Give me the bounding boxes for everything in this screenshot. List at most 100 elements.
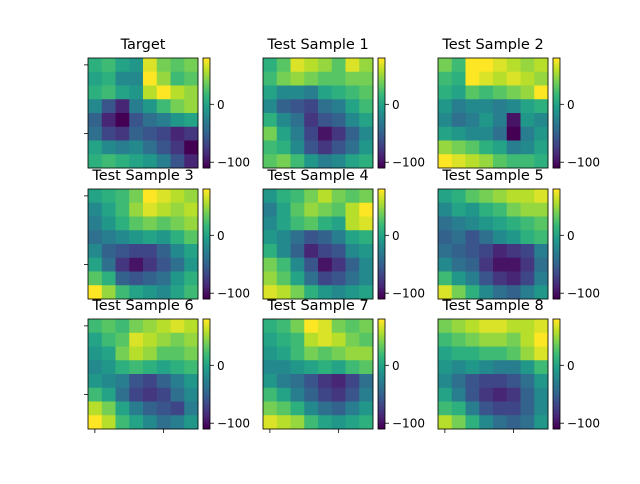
colorbar-segment bbox=[553, 246, 560, 250]
heatmap-cell bbox=[115, 415, 130, 430]
heatmap-cell bbox=[465, 387, 480, 402]
heatmap-cell bbox=[143, 58, 158, 73]
heatmap-cell bbox=[88, 401, 103, 416]
colorbar-segment bbox=[553, 379, 560, 383]
colorbar-segment bbox=[378, 327, 385, 331]
heatmap-cell bbox=[290, 271, 305, 286]
heatmap-cell bbox=[331, 71, 346, 86]
heatmap-cell bbox=[184, 126, 199, 141]
heatmap-cell bbox=[534, 85, 549, 100]
heatmap-cell bbox=[101, 126, 116, 141]
heatmap-cell bbox=[465, 401, 480, 416]
heatmap-cell bbox=[263, 319, 278, 334]
colorbar-segment bbox=[203, 132, 210, 136]
heatmap-cell bbox=[304, 126, 319, 141]
heatmap-cell bbox=[506, 401, 521, 416]
colorbar-segment bbox=[378, 230, 385, 234]
heatmap-cell bbox=[506, 271, 521, 286]
colorbar-segment bbox=[553, 137, 560, 141]
colorbar-segment bbox=[378, 121, 385, 125]
colorbar-segment bbox=[378, 241, 385, 245]
heatmap-cell bbox=[506, 415, 521, 430]
heatmap-cell bbox=[115, 216, 130, 231]
colorbar-tick-label: 0 bbox=[217, 229, 225, 243]
colorbar-segment bbox=[203, 230, 210, 234]
colorbar-segment bbox=[378, 60, 385, 64]
heatmap-cell bbox=[276, 319, 291, 334]
heatmap-cell bbox=[88, 244, 103, 259]
colorbar-segment bbox=[378, 146, 385, 150]
heatmap-cell bbox=[304, 216, 319, 231]
colorbar-segment bbox=[203, 107, 210, 111]
heatmap-cell bbox=[331, 346, 346, 361]
heatmap-cell bbox=[331, 332, 346, 347]
heatmap-cell bbox=[101, 216, 116, 231]
colorbar-segment bbox=[553, 102, 560, 106]
heatmap-cell bbox=[438, 360, 453, 375]
colorbar-segment bbox=[203, 91, 210, 95]
heatmap-cell bbox=[290, 257, 305, 272]
heatmap-cell bbox=[263, 154, 278, 169]
heatmap-cell bbox=[88, 332, 103, 347]
heatmap-cell bbox=[184, 285, 199, 300]
heatmap-cell bbox=[276, 154, 291, 169]
heatmap-cell bbox=[88, 58, 103, 73]
colorbar-segment bbox=[553, 162, 560, 166]
heatmap-cell bbox=[143, 285, 158, 300]
colorbar-segment bbox=[553, 274, 560, 278]
colorbar-segment bbox=[553, 219, 560, 223]
heatmap-cell bbox=[318, 271, 333, 286]
colorbar-segment bbox=[553, 200, 560, 204]
colorbar-segment bbox=[203, 255, 210, 259]
heatmap-cell bbox=[534, 154, 549, 169]
colorbar-segment bbox=[378, 205, 385, 209]
colorbar-segment bbox=[378, 85, 385, 89]
colorbar-segment bbox=[378, 296, 385, 300]
heatmap-cell bbox=[506, 154, 521, 169]
heatmap-cell bbox=[438, 415, 453, 430]
colorbar-segment bbox=[203, 412, 210, 416]
colorbar-tick-label: −100 bbox=[567, 156, 600, 170]
heatmap-cell bbox=[156, 58, 171, 73]
heatmap-cell bbox=[438, 99, 453, 114]
colorbar-segment bbox=[203, 71, 210, 75]
heatmap-cell bbox=[493, 319, 508, 334]
colorbar-segment bbox=[378, 346, 385, 350]
colorbar-segment bbox=[553, 371, 560, 375]
heatmap-cell bbox=[115, 387, 130, 402]
heatmap-cell bbox=[170, 216, 185, 231]
heatmap-cell bbox=[304, 113, 319, 128]
colorbar-segment bbox=[203, 401, 210, 405]
heatmap-cell bbox=[115, 154, 130, 169]
colorbar-segment bbox=[553, 230, 560, 234]
heatmap-cell bbox=[88, 271, 103, 286]
heatmap-cell bbox=[479, 126, 494, 141]
heatmap-cell bbox=[184, 216, 199, 231]
heatmap-cell bbox=[359, 71, 374, 86]
heatmap-cell bbox=[438, 113, 453, 128]
colorbar-segment bbox=[553, 115, 560, 119]
colorbar-segment bbox=[378, 129, 385, 133]
heatmap-cell bbox=[88, 387, 103, 402]
heatmap-cell bbox=[534, 401, 549, 416]
colorbar-segment bbox=[378, 285, 385, 289]
colorbar-segment bbox=[553, 71, 560, 75]
colorbar-segment bbox=[378, 115, 385, 119]
colorbar-segment bbox=[553, 194, 560, 198]
colorbar-segment bbox=[378, 415, 385, 419]
heatmap-panel-8: Test Sample 7 0 −100 bbox=[262, 298, 425, 433]
colorbar-segment bbox=[203, 363, 210, 367]
colorbar-segment bbox=[203, 244, 210, 248]
heatmap-cell bbox=[465, 346, 480, 361]
colorbar-segment bbox=[203, 216, 210, 220]
heatmap-cell bbox=[88, 285, 103, 300]
heatmap-cell bbox=[345, 387, 360, 402]
colorbar-segment bbox=[203, 238, 210, 242]
colorbar-segment bbox=[553, 74, 560, 78]
colorbar-segment bbox=[378, 222, 385, 226]
heatmap-cell bbox=[493, 285, 508, 300]
heatmap-cell bbox=[451, 189, 466, 204]
heatmap-cell bbox=[290, 415, 305, 430]
heatmap-cell bbox=[290, 374, 305, 389]
